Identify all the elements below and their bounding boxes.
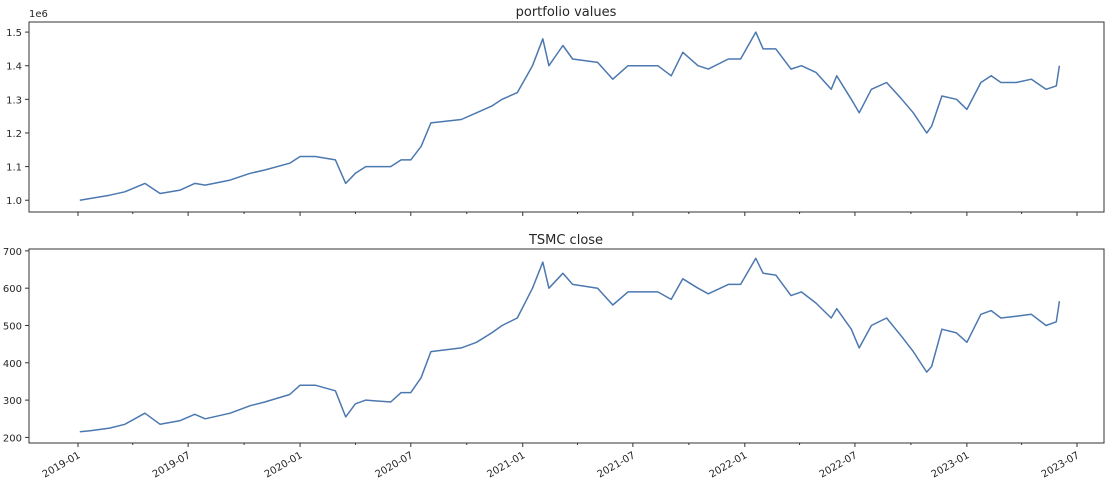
y-tick-label: 200 xyxy=(3,433,22,444)
x-tick-label: 2019-01 xyxy=(41,450,83,480)
y-offset-label: 1e6 xyxy=(29,9,48,20)
axes-frame xyxy=(28,21,1105,213)
y-tick-label: 400 xyxy=(3,359,22,370)
y-tick-label: 1.1 xyxy=(6,163,22,174)
y-tick-label: 700 xyxy=(3,247,22,258)
y-tick-label: 1.3 xyxy=(6,95,22,106)
x-tick-label: 2019-07 xyxy=(151,450,193,480)
title-tsmc-close: TSMC close xyxy=(528,233,603,248)
x-tick-label: 2022-07 xyxy=(818,450,860,480)
y-tick-label: 1.4 xyxy=(6,62,22,73)
y-tick-label: 600 xyxy=(3,284,22,295)
y-tick-label: 500 xyxy=(3,321,22,332)
x-tick-label: 2021-07 xyxy=(596,450,638,480)
axes-tsmc-close: TSMC close 200 300 400 500 600 700 2019-01 2019… xyxy=(3,233,1105,480)
x-tick-label: 2023-01 xyxy=(930,450,972,480)
series-line xyxy=(79,31,1061,201)
y-tick-label: 300 xyxy=(3,396,22,407)
x-tick-label: 2021-01 xyxy=(486,450,528,480)
axes-frame xyxy=(28,248,1105,444)
y-tick-label: 1.2 xyxy=(6,129,22,140)
x-tick-label: 2020-01 xyxy=(263,450,305,480)
series-line xyxy=(79,257,1061,433)
x-tick-label: 2020-07 xyxy=(374,450,416,480)
y-tick-label: 1.5 xyxy=(6,28,22,39)
y-tick-label: 1.0 xyxy=(6,196,22,207)
x-tick-label: 2023-07 xyxy=(1040,450,1082,480)
x-tick-label: 2022-01 xyxy=(708,450,750,480)
axes-portfolio-values: portfolio values 1e6 1.0 1.1 1.2 1.3 1.4 1.5 xyxy=(6,5,1105,216)
title-portfolio-values: portfolio values xyxy=(516,5,617,20)
